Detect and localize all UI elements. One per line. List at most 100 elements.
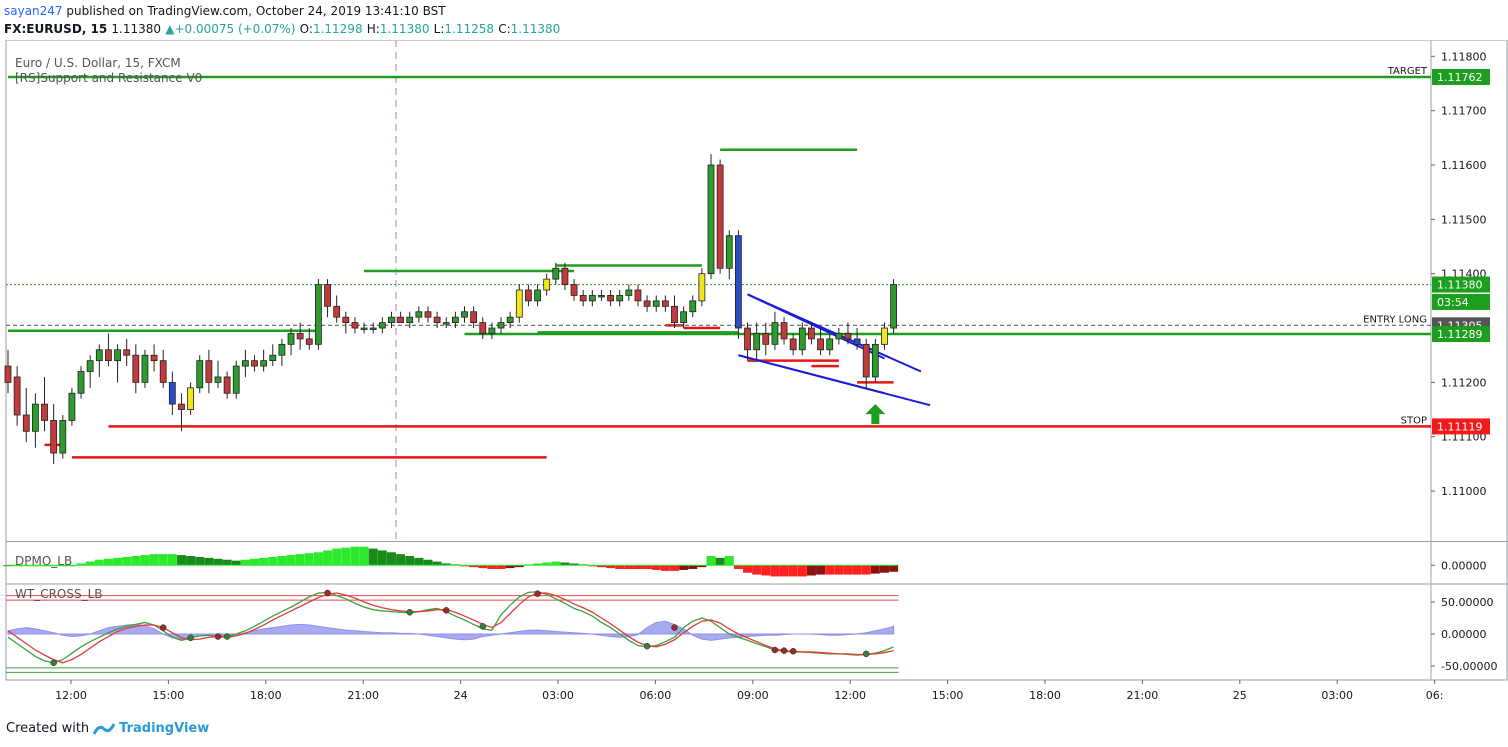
candle[interactable] xyxy=(369,327,377,330)
candle[interactable] xyxy=(680,311,688,324)
candle[interactable] xyxy=(780,322,788,340)
candle[interactable] xyxy=(579,295,587,302)
candle[interactable] xyxy=(451,316,459,324)
candle[interactable] xyxy=(890,284,898,329)
candle[interactable] xyxy=(59,420,67,454)
candle[interactable] xyxy=(187,387,195,410)
candle[interactable] xyxy=(315,284,322,345)
candle[interactable] xyxy=(214,376,222,383)
candle[interactable] xyxy=(22,414,30,432)
candle[interactable] xyxy=(141,354,149,383)
candle[interactable] xyxy=(406,316,414,324)
candle[interactable] xyxy=(488,327,496,334)
candle[interactable] xyxy=(4,365,12,383)
tradingview-brand[interactable]: TradingView xyxy=(119,721,210,736)
candle[interactable] xyxy=(598,295,605,298)
candle[interactable] xyxy=(13,376,21,416)
candle[interactable] xyxy=(881,327,888,345)
candle[interactable] xyxy=(77,371,85,394)
candle[interactable] xyxy=(515,289,523,318)
candle[interactable] xyxy=(278,343,286,356)
candle[interactable] xyxy=(433,316,441,324)
candle[interactable] xyxy=(114,349,121,362)
candle[interactable] xyxy=(661,300,669,307)
candle[interactable] xyxy=(625,289,633,296)
price-pane[interactable] xyxy=(4,75,1431,464)
candle[interactable] xyxy=(241,360,249,367)
candle[interactable] xyxy=(388,316,395,324)
candle[interactable] xyxy=(652,300,660,307)
candle[interactable] xyxy=(552,267,560,280)
candle[interactable] xyxy=(470,311,478,324)
candle[interactable] xyxy=(616,295,624,302)
candle[interactable] xyxy=(305,338,313,345)
candle[interactable] xyxy=(853,338,861,345)
candle[interactable] xyxy=(333,305,341,318)
candle[interactable] xyxy=(771,322,779,345)
candle[interactable] xyxy=(826,338,834,351)
candle[interactable] xyxy=(798,327,806,351)
candle[interactable] xyxy=(808,327,815,340)
candle[interactable] xyxy=(442,322,450,325)
candle[interactable] xyxy=(707,164,715,275)
candle[interactable] xyxy=(424,311,432,318)
candle[interactable] xyxy=(607,295,614,302)
candle[interactable] xyxy=(543,278,551,291)
candle[interactable] xyxy=(497,322,505,329)
candle[interactable] xyxy=(50,420,58,454)
candle[interactable] xyxy=(86,360,94,372)
candle[interactable] xyxy=(671,305,678,324)
candle[interactable] xyxy=(762,333,770,345)
candle[interactable] xyxy=(296,333,304,340)
candle[interactable] xyxy=(753,333,761,351)
candle[interactable] xyxy=(689,300,697,313)
candle[interactable] xyxy=(324,284,331,307)
candle[interactable] xyxy=(871,343,879,378)
candle[interactable] xyxy=(570,284,578,296)
candle[interactable] xyxy=(31,403,39,432)
candle[interactable] xyxy=(725,235,733,269)
candle[interactable] xyxy=(378,322,386,329)
candle[interactable] xyxy=(506,316,514,324)
candle[interactable] xyxy=(150,354,158,362)
candle[interactable] xyxy=(68,392,76,421)
candle[interactable] xyxy=(105,349,112,362)
candle[interactable] xyxy=(862,343,870,378)
candle[interactable] xyxy=(588,295,596,302)
candle[interactable] xyxy=(196,360,204,389)
candle[interactable] xyxy=(351,322,359,329)
candle[interactable] xyxy=(716,164,724,269)
candle[interactable] xyxy=(844,333,852,340)
candle[interactable] xyxy=(534,289,541,302)
author-link[interactable]: sayan247 xyxy=(4,4,63,18)
candle[interactable] xyxy=(461,311,468,318)
candle[interactable] xyxy=(269,354,277,362)
candle[interactable] xyxy=(698,273,706,302)
candle[interactable] xyxy=(634,289,642,302)
candle[interactable] xyxy=(132,354,140,383)
candle[interactable] xyxy=(561,267,569,285)
candle[interactable] xyxy=(643,300,651,307)
candle[interactable] xyxy=(360,327,368,330)
candle[interactable] xyxy=(260,360,268,367)
candle[interactable] xyxy=(178,403,185,410)
candle[interactable] xyxy=(835,333,843,340)
candle[interactable] xyxy=(525,289,532,302)
candle[interactable] xyxy=(342,316,350,324)
candle[interactable] xyxy=(415,311,423,318)
chart-area[interactable]: 1.118001.117001.116001.115001.114001.112… xyxy=(0,40,1508,708)
wt-cross-pane[interactable] xyxy=(6,589,899,673)
candle[interactable] xyxy=(168,381,176,405)
candle[interactable] xyxy=(287,333,295,345)
candle[interactable] xyxy=(159,360,167,383)
candle[interactable] xyxy=(735,235,742,329)
candle[interactable] xyxy=(123,349,131,356)
candle[interactable] xyxy=(223,376,231,394)
candle[interactable] xyxy=(205,360,213,383)
candle[interactable] xyxy=(41,403,48,421)
candle[interactable] xyxy=(95,349,103,362)
dpmo-pane[interactable] xyxy=(3,546,899,577)
candle[interactable] xyxy=(479,322,487,334)
candle[interactable] xyxy=(251,360,258,367)
candle[interactable] xyxy=(397,316,404,324)
